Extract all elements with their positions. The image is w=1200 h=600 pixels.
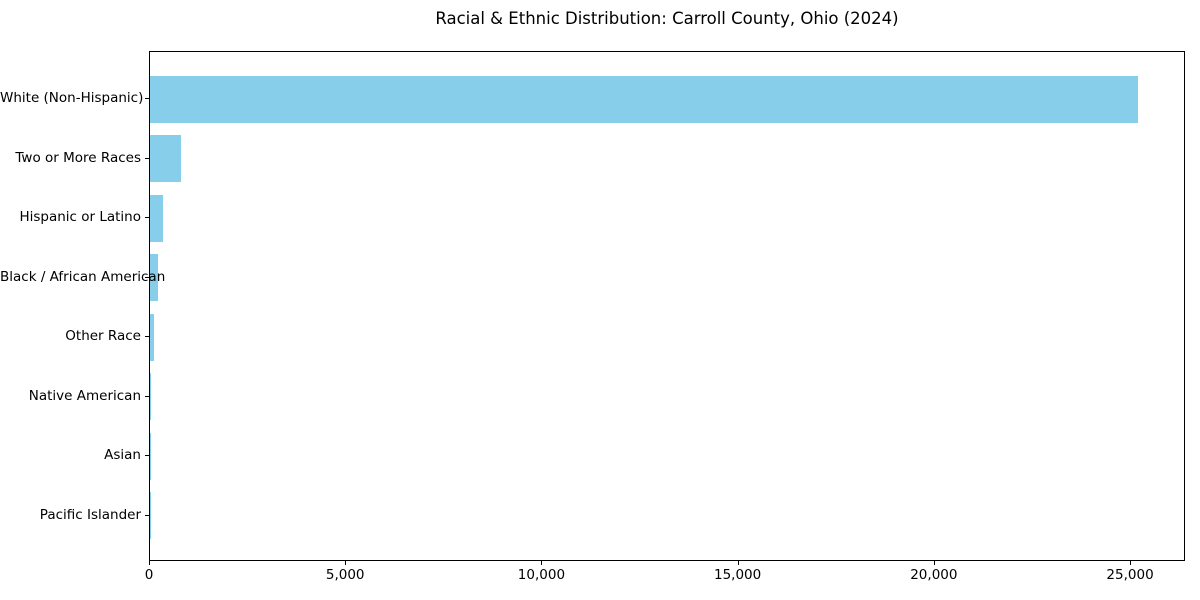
- y-tick-label-native-american: Native American: [28, 387, 141, 404]
- y-tick-mark: [145, 217, 149, 218]
- y-tick-label-white-non-hispanic: White (Non-Hispanic): [0, 90, 144, 106]
- x-tick-label-25000: 25,000: [1106, 567, 1154, 583]
- y-tick-mark: [145, 336, 149, 337]
- y-tick-label-asian: Asian: [104, 447, 141, 463]
- x-tick-mark: [1130, 561, 1132, 565]
- bar-other-race: [150, 313, 154, 361]
- x-tick-mark: [737, 561, 739, 565]
- y-tick-label-hispanic-or-latino: Hispanic or Latino: [19, 209, 141, 225]
- y-tick-mark: [145, 395, 149, 397]
- x-tick-mark: [345, 561, 347, 565]
- y-tick-mark: [145, 157, 149, 159]
- x-tick-label-5000: 5,000: [325, 567, 365, 583]
- y-tick-mark: [145, 514, 149, 516]
- bar-white-non-hispanic: [150, 75, 1138, 123]
- y-tick-mark: [145, 98, 149, 99]
- y-tick-label-two-or-more-races: Two or More Races: [15, 149, 141, 166]
- chart-title: Racial & Ethnic Distribution: Carroll Co…: [435, 9, 899, 28]
- x-tick-label-15000: 15,000: [714, 567, 762, 583]
- y-tick-label-other-race: Other Race: [65, 328, 141, 344]
- x-tick-mark: [149, 561, 150, 565]
- bar-native-american: [150, 373, 151, 420]
- x-tick-mark: [933, 561, 935, 565]
- y-tick-label-pacific-islander: Pacific Islander: [39, 506, 141, 523]
- y-tick-mark: [145, 455, 149, 456]
- x-tick-label-20000: 20,000: [910, 567, 958, 583]
- x-tick-label-0: 0: [144, 567, 154, 583]
- plot-area: [149, 51, 1185, 561]
- bar-hispanic-or-latino: [150, 194, 164, 242]
- bar-black-african-american: [150, 254, 159, 301]
- x-tick-label-10000: 10,000: [517, 567, 566, 583]
- y-tick-mark: [145, 276, 149, 278]
- x-tick-mark: [541, 561, 543, 565]
- bar-two-or-more-races: [150, 135, 182, 182]
- y-tick-label-black-african-american: Black / African American: [0, 268, 166, 285]
